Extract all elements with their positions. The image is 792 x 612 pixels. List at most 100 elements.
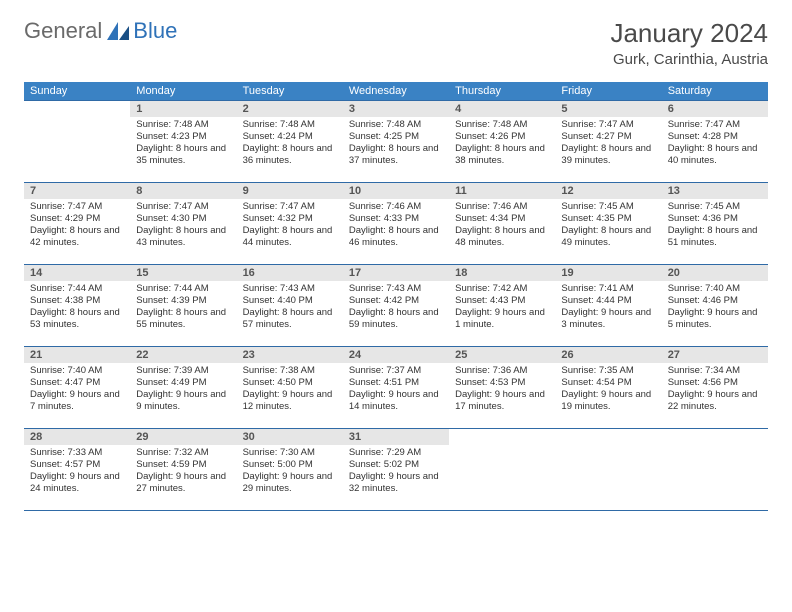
sunset-line: Sunset: 4:54 PM bbox=[561, 377, 655, 389]
daylight-line: Daylight: 8 hours and 39 minutes. bbox=[561, 143, 655, 167]
daylight-line: Daylight: 9 hours and 9 minutes. bbox=[136, 389, 230, 413]
daylight-line: Daylight: 8 hours and 59 minutes. bbox=[349, 307, 443, 331]
daylight-line: Daylight: 8 hours and 51 minutes. bbox=[668, 225, 762, 249]
sunset-line: Sunset: 4:38 PM bbox=[30, 295, 124, 307]
day-number: 27 bbox=[662, 347, 768, 363]
calendar-day-cell: 19Sunrise: 7:41 AMSunset: 4:44 PMDayligh… bbox=[555, 265, 661, 347]
sunrise-line: Sunrise: 7:46 AM bbox=[455, 201, 549, 213]
weekday-header: Friday bbox=[555, 82, 661, 101]
sunrise-line: Sunrise: 7:35 AM bbox=[561, 365, 655, 377]
sunset-line: Sunset: 4:25 PM bbox=[349, 131, 443, 143]
sunrise-line: Sunrise: 7:36 AM bbox=[455, 365, 549, 377]
logo-text-blue: Blue bbox=[133, 18, 177, 44]
daylight-line: Daylight: 8 hours and 38 minutes. bbox=[455, 143, 549, 167]
sunrise-line: Sunrise: 7:38 AM bbox=[243, 365, 337, 377]
daylight-line: Daylight: 8 hours and 35 minutes. bbox=[136, 143, 230, 167]
day-number: 21 bbox=[24, 347, 130, 363]
day-body: Sunrise: 7:45 AMSunset: 4:35 PMDaylight:… bbox=[555, 199, 661, 257]
day-body: Sunrise: 7:37 AMSunset: 4:51 PMDaylight:… bbox=[343, 363, 449, 421]
calendar-day-cell: 4Sunrise: 7:48 AMSunset: 4:26 PMDaylight… bbox=[449, 101, 555, 183]
sunset-line: Sunset: 4:30 PM bbox=[136, 213, 230, 225]
day-number: 11 bbox=[449, 183, 555, 199]
day-number: 19 bbox=[555, 265, 661, 281]
day-body: Sunrise: 7:47 AMSunset: 4:27 PMDaylight:… bbox=[555, 117, 661, 175]
daylight-line: Daylight: 9 hours and 32 minutes. bbox=[349, 471, 443, 495]
sunset-line: Sunset: 4:56 PM bbox=[668, 377, 762, 389]
daylight-line: Daylight: 8 hours and 55 minutes. bbox=[136, 307, 230, 331]
sunrise-line: Sunrise: 7:30 AM bbox=[243, 447, 337, 459]
location: Gurk, Carinthia, Austria bbox=[610, 51, 768, 68]
calendar-day-cell: 6Sunrise: 7:47 AMSunset: 4:28 PMDaylight… bbox=[662, 101, 768, 183]
day-number: 7 bbox=[24, 183, 130, 199]
calendar-table: SundayMondayTuesdayWednesdayThursdayFrid… bbox=[24, 82, 768, 511]
sunrise-line: Sunrise: 7:46 AM bbox=[349, 201, 443, 213]
sunrise-line: Sunrise: 7:45 AM bbox=[668, 201, 762, 213]
day-number: 13 bbox=[662, 183, 768, 199]
sunset-line: Sunset: 4:26 PM bbox=[455, 131, 549, 143]
calendar-day-cell: 3Sunrise: 7:48 AMSunset: 4:25 PMDaylight… bbox=[343, 101, 449, 183]
sunrise-line: Sunrise: 7:44 AM bbox=[136, 283, 230, 295]
day-number: 9 bbox=[237, 183, 343, 199]
calendar-week-row: 28Sunrise: 7:33 AMSunset: 4:57 PMDayligh… bbox=[24, 429, 768, 511]
logo-text-general: General bbox=[24, 18, 102, 44]
sunrise-line: Sunrise: 7:48 AM bbox=[349, 119, 443, 131]
sunset-line: Sunset: 4:50 PM bbox=[243, 377, 337, 389]
sunset-line: Sunset: 4:44 PM bbox=[561, 295, 655, 307]
daylight-line: Daylight: 9 hours and 5 minutes. bbox=[668, 307, 762, 331]
day-body: Sunrise: 7:48 AMSunset: 4:25 PMDaylight:… bbox=[343, 117, 449, 175]
weekday-header: Monday bbox=[130, 82, 236, 101]
sunset-line: Sunset: 4:43 PM bbox=[455, 295, 549, 307]
day-body: Sunrise: 7:43 AMSunset: 4:40 PMDaylight:… bbox=[237, 281, 343, 339]
calendar-day-cell: 10Sunrise: 7:46 AMSunset: 4:33 PMDayligh… bbox=[343, 183, 449, 265]
day-number: 28 bbox=[24, 429, 130, 445]
day-body: Sunrise: 7:30 AMSunset: 5:00 PMDaylight:… bbox=[237, 445, 343, 503]
sunset-line: Sunset: 4:59 PM bbox=[136, 459, 230, 471]
day-body: Sunrise: 7:47 AMSunset: 4:28 PMDaylight:… bbox=[662, 117, 768, 175]
sunrise-line: Sunrise: 7:47 AM bbox=[668, 119, 762, 131]
day-body: Sunrise: 7:48 AMSunset: 4:26 PMDaylight:… bbox=[449, 117, 555, 175]
day-number: 3 bbox=[343, 101, 449, 117]
calendar-day-cell: 11Sunrise: 7:46 AMSunset: 4:34 PMDayligh… bbox=[449, 183, 555, 265]
sunrise-line: Sunrise: 7:43 AM bbox=[349, 283, 443, 295]
day-body: Sunrise: 7:47 AMSunset: 4:29 PMDaylight:… bbox=[24, 199, 130, 257]
calendar-day-cell: 31Sunrise: 7:29 AMSunset: 5:02 PMDayligh… bbox=[343, 429, 449, 511]
sunset-line: Sunset: 4:34 PM bbox=[455, 213, 549, 225]
calendar-day-cell: 2Sunrise: 7:48 AMSunset: 4:24 PMDaylight… bbox=[237, 101, 343, 183]
calendar-week-row: 21Sunrise: 7:40 AMSunset: 4:47 PMDayligh… bbox=[24, 347, 768, 429]
day-number: 30 bbox=[237, 429, 343, 445]
sunset-line: Sunset: 4:24 PM bbox=[243, 131, 337, 143]
weekday-header: Thursday bbox=[449, 82, 555, 101]
sunset-line: Sunset: 4:32 PM bbox=[243, 213, 337, 225]
day-number: 2 bbox=[237, 101, 343, 117]
sunset-line: Sunset: 4:29 PM bbox=[30, 213, 124, 225]
calendar-day-cell: 24Sunrise: 7:37 AMSunset: 4:51 PMDayligh… bbox=[343, 347, 449, 429]
title-block: January 2024 Gurk, Carinthia, Austria bbox=[610, 18, 768, 68]
sunrise-line: Sunrise: 7:48 AM bbox=[243, 119, 337, 131]
weekday-header: Sunday bbox=[24, 82, 130, 101]
sunrise-line: Sunrise: 7:42 AM bbox=[455, 283, 549, 295]
weekday-header: Tuesday bbox=[237, 82, 343, 101]
sunrise-line: Sunrise: 7:47 AM bbox=[30, 201, 124, 213]
sunrise-line: Sunrise: 7:44 AM bbox=[30, 283, 124, 295]
sunrise-line: Sunrise: 7:48 AM bbox=[136, 119, 230, 131]
day-number: 15 bbox=[130, 265, 236, 281]
day-number: 4 bbox=[449, 101, 555, 117]
calendar-day-cell: 22Sunrise: 7:39 AMSunset: 4:49 PMDayligh… bbox=[130, 347, 236, 429]
day-body: Sunrise: 7:38 AMSunset: 4:50 PMDaylight:… bbox=[237, 363, 343, 421]
day-body: Sunrise: 7:34 AMSunset: 4:56 PMDaylight:… bbox=[662, 363, 768, 421]
calendar-day-cell: 27Sunrise: 7:34 AMSunset: 4:56 PMDayligh… bbox=[662, 347, 768, 429]
day-body: Sunrise: 7:40 AMSunset: 4:46 PMDaylight:… bbox=[662, 281, 768, 339]
calendar-day-cell: 12Sunrise: 7:45 AMSunset: 4:35 PMDayligh… bbox=[555, 183, 661, 265]
daylight-line: Daylight: 9 hours and 12 minutes. bbox=[243, 389, 337, 413]
day-body: Sunrise: 7:29 AMSunset: 5:02 PMDaylight:… bbox=[343, 445, 449, 503]
day-number: 17 bbox=[343, 265, 449, 281]
day-number: 31 bbox=[343, 429, 449, 445]
day-body: Sunrise: 7:46 AMSunset: 4:33 PMDaylight:… bbox=[343, 199, 449, 257]
sunset-line: Sunset: 4:39 PM bbox=[136, 295, 230, 307]
weekday-header: Wednesday bbox=[343, 82, 449, 101]
sunset-line: Sunset: 4:27 PM bbox=[561, 131, 655, 143]
calendar-day-cell: .. bbox=[449, 429, 555, 511]
daylight-line: Daylight: 9 hours and 17 minutes. bbox=[455, 389, 549, 413]
daylight-line: Daylight: 8 hours and 42 minutes. bbox=[30, 225, 124, 249]
sunrise-line: Sunrise: 7:34 AM bbox=[668, 365, 762, 377]
